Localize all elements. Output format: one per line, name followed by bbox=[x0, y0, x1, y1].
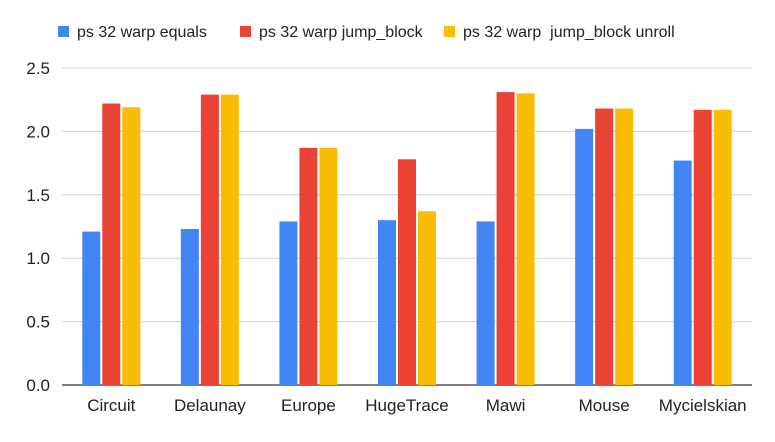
y-tick-label: 1.0 bbox=[26, 249, 50, 268]
bar-delaunay-series-1 bbox=[180, 229, 199, 385]
bar-hugetrace-series-2 bbox=[398, 159, 416, 385]
bar-hugetrace-series-3 bbox=[418, 211, 436, 385]
bar-europe-series-3 bbox=[319, 147, 338, 385]
bar-mouse-series-1 bbox=[575, 128, 594, 385]
bar-delaunay-series-2 bbox=[200, 94, 219, 386]
bar-mouse-series-2 bbox=[595, 108, 614, 386]
bar-delaunay-series-3 bbox=[220, 94, 239, 386]
x-tick-label: Mawi bbox=[486, 396, 526, 415]
y-tick-label: 0.0 bbox=[26, 376, 50, 395]
bar-mycielskian-series-1 bbox=[673, 160, 692, 385]
legend-label: ps 32 warp equals bbox=[77, 24, 207, 41]
bar-europe-series-1 bbox=[279, 221, 298, 385]
legend-swatch bbox=[444, 26, 455, 37]
y-tick-label: 1.5 bbox=[26, 186, 50, 205]
x-tick-label: HugeTrace bbox=[365, 396, 448, 415]
bars bbox=[82, 92, 732, 386]
legend-swatch bbox=[58, 26, 69, 37]
x-axis-labels: Circuit Delaunay Europe HugeTrace Mawi Mouse M… bbox=[87, 396, 746, 415]
bar-mycielskian-series-3 bbox=[713, 109, 732, 386]
bar-mawi-series-1 bbox=[476, 221, 495, 385]
bar-circuit-series-2 bbox=[102, 103, 121, 385]
x-tick-label: Mouse bbox=[579, 396, 630, 415]
legend-swatch bbox=[240, 26, 251, 37]
bar-circuit-series-3 bbox=[122, 107, 141, 386]
x-tick-label: Circuit bbox=[87, 396, 135, 415]
y-axis-ticks: 0.0 0.5 1.0 1.5 2.0 2.5 bbox=[26, 59, 50, 395]
bar-mawi-series-3 bbox=[516, 93, 535, 386]
x-tick-label: Mycielskian bbox=[659, 396, 747, 415]
bar-europe-series-2 bbox=[299, 147, 318, 385]
legend-label: ps 32 warp jump_block bbox=[259, 24, 424, 41]
y-tick-label: 2.5 bbox=[26, 59, 50, 78]
bar-hugetrace-series-1 bbox=[378, 220, 396, 385]
legend-label: ps 32 warp jump_block unroll bbox=[463, 24, 675, 41]
bar-mouse-series-3 bbox=[615, 108, 634, 386]
x-tick-label: Europe bbox=[281, 396, 336, 415]
x-tick-label: Delaunay bbox=[174, 396, 246, 415]
y-tick-label: 0.5 bbox=[26, 313, 50, 332]
bar-mycielskian-series-2 bbox=[693, 109, 712, 386]
bar-circuit-series-1 bbox=[82, 231, 101, 385]
legend: ps 32 warp equals ps 32 warp jump_block ps… bbox=[58, 24, 675, 41]
bar-mawi-series-2 bbox=[496, 92, 515, 385]
y-tick-label: 2.0 bbox=[26, 122, 50, 141]
